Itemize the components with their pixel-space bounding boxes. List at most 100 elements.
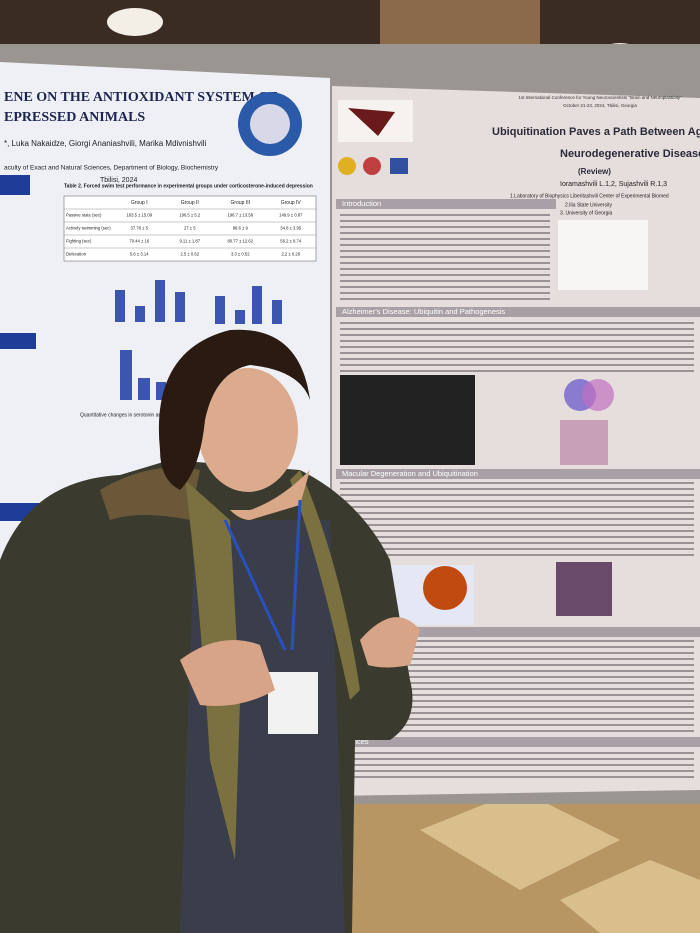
text-line bbox=[340, 286, 550, 288]
poster-city: Tbilisi, 2024 bbox=[100, 177, 137, 184]
venn-figure bbox=[582, 379, 614, 411]
lanyard bbox=[223, 519, 287, 651]
text-line bbox=[340, 220, 550, 222]
lanyard bbox=[290, 499, 302, 651]
poster-title: ENE ON THE ANTIOXIDANT SYSTEM OF bbox=[4, 90, 278, 105]
table-header: Group IV bbox=[281, 200, 302, 206]
table-header: Group I bbox=[131, 200, 148, 206]
text-line bbox=[340, 730, 694, 732]
table-cell: 9.11 ± 1.87 bbox=[179, 239, 200, 244]
text-line bbox=[340, 712, 694, 714]
hair bbox=[158, 329, 310, 490]
sponsor-logo bbox=[363, 157, 381, 175]
text-line bbox=[340, 238, 550, 240]
text-line bbox=[340, 688, 694, 690]
text-line bbox=[340, 542, 694, 544]
text-line bbox=[340, 770, 694, 772]
section-marker bbox=[0, 333, 36, 349]
conference-logo-mark bbox=[348, 108, 395, 136]
table-cell: 149.9 ± 0.87 bbox=[279, 213, 303, 218]
text-line bbox=[340, 700, 694, 702]
table-cell: 70.44 ± 16 bbox=[129, 239, 149, 244]
poster-title: Ubiquitination Paves a Path Between Age … bbox=[492, 126, 700, 138]
poster-title: Neurodegenerative Diseases bbox=[560, 148, 700, 160]
university-logo-inner bbox=[250, 104, 290, 144]
poster-subtitle: (Review) bbox=[578, 167, 611, 176]
table-cell: 86.6 ± 9 bbox=[233, 226, 249, 231]
text-line bbox=[340, 232, 550, 234]
table-cell: 198.7 ± 13.58 bbox=[227, 213, 253, 218]
text-line bbox=[340, 482, 694, 484]
table-header: Group III bbox=[231, 200, 250, 206]
poster-title: EPRESSED ANIMALS bbox=[4, 110, 145, 125]
text-line bbox=[340, 682, 694, 684]
table-caption: Table 2. Forced swim test performance in… bbox=[64, 183, 313, 189]
table-cell: 5.6 ± 3.14 bbox=[130, 252, 149, 257]
hand bbox=[180, 640, 275, 706]
section-header: Introduction bbox=[342, 199, 381, 208]
text-line bbox=[340, 370, 694, 372]
neck bbox=[230, 470, 310, 520]
table-cell: Fighting (sec) bbox=[66, 239, 92, 244]
text-line bbox=[340, 298, 550, 300]
text-line bbox=[340, 724, 694, 726]
table-cell: 3.3 ± 0.52 bbox=[231, 252, 250, 257]
section-header: erences bbox=[342, 737, 369, 746]
face bbox=[198, 368, 298, 492]
text-line bbox=[340, 346, 694, 348]
poster-figure bbox=[558, 220, 648, 290]
poster-body-text bbox=[340, 214, 694, 778]
text-line bbox=[340, 292, 550, 294]
conference-dates: October 21-23, 2024, Tbilisi, Georgia bbox=[563, 103, 637, 108]
text-line bbox=[340, 706, 694, 708]
section-header-bar bbox=[336, 469, 700, 479]
text-line bbox=[340, 670, 694, 672]
text-line bbox=[340, 506, 694, 508]
name-badge bbox=[268, 672, 318, 734]
table-cell: 2.5 ± 0.62 bbox=[180, 252, 199, 257]
text-line bbox=[340, 328, 694, 330]
text-line bbox=[340, 322, 694, 324]
text-line bbox=[340, 640, 694, 642]
poster-affiliation: 2.Ilia State University bbox=[565, 202, 612, 208]
section-header-bar bbox=[336, 627, 700, 637]
text-line bbox=[340, 658, 694, 660]
section-header-bar bbox=[336, 737, 700, 747]
poster-affiliation: 3. University of Georgia bbox=[560, 210, 612, 216]
text-line bbox=[340, 274, 550, 276]
sponsor-logo bbox=[338, 157, 356, 175]
poster-authors: Ioramashvili L.1,2, Sujashvili R.1,3 bbox=[560, 181, 667, 188]
section-header-bar bbox=[336, 307, 700, 317]
text-line bbox=[340, 250, 550, 252]
section-header-bar bbox=[336, 199, 556, 209]
text-line bbox=[340, 664, 694, 666]
table-cell: 2.2 ± 0.29 bbox=[281, 252, 300, 257]
section-header: Alzheimer's Disease: Ubiquitin and Patho… bbox=[342, 307, 505, 316]
ceiling-light bbox=[107, 8, 163, 36]
sponsor-logo bbox=[390, 158, 408, 174]
section-header: Macular Degeneration and Ubiquitination bbox=[342, 469, 478, 478]
text-line bbox=[340, 758, 694, 760]
poster-figure bbox=[560, 420, 608, 465]
text-line bbox=[340, 554, 694, 556]
text-line bbox=[340, 752, 694, 754]
section-marker bbox=[0, 175, 30, 195]
poster-figure bbox=[115, 280, 282, 400]
table-cell: Passive state (sec) bbox=[66, 213, 102, 218]
table-cell: 37.78 ± 5 bbox=[131, 226, 149, 231]
text-line bbox=[340, 764, 694, 766]
parquet-pattern bbox=[420, 790, 700, 933]
text-line bbox=[340, 244, 550, 246]
scarf bbox=[290, 470, 360, 700]
text-line bbox=[340, 694, 694, 696]
text-line bbox=[340, 512, 694, 514]
text-line bbox=[340, 536, 694, 538]
retina-figure-eye bbox=[423, 566, 467, 610]
hand bbox=[360, 617, 420, 668]
text-line bbox=[340, 676, 694, 678]
text-line bbox=[340, 352, 694, 354]
text-line bbox=[340, 652, 694, 654]
text-line bbox=[340, 500, 694, 502]
text-line bbox=[340, 262, 550, 264]
table-frame bbox=[63, 195, 317, 262]
